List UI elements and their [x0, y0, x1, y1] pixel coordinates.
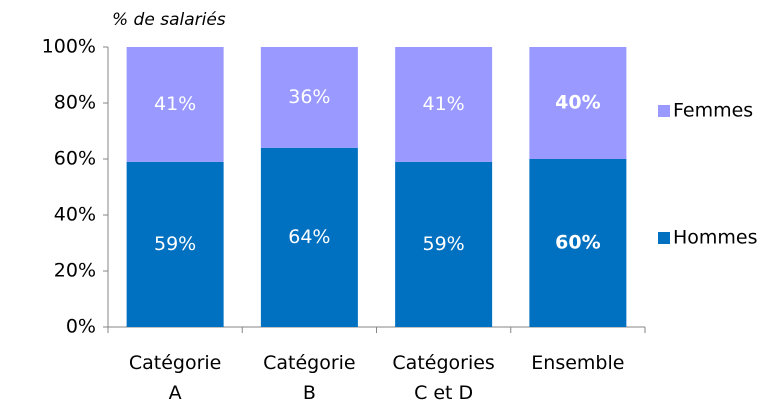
- legend-swatch: [658, 105, 670, 117]
- y-tick-label: 60%: [54, 148, 96, 170]
- legend-label: Femmes: [673, 100, 753, 122]
- legend-label: Hommes: [673, 227, 758, 249]
- data-label: 41%: [423, 93, 465, 115]
- bar-segment: [529, 159, 627, 327]
- x-tick-label: Ensemble: [531, 352, 624, 374]
- bar-segment: [395, 161, 493, 327]
- y-tick-label: 0%: [66, 316, 96, 338]
- data-label: 40%: [555, 92, 600, 114]
- y-axis-label: % de salariés: [112, 10, 226, 30]
- bar-segment: [260, 47, 358, 148]
- y-tick-label: 20%: [54, 260, 96, 282]
- bar-segment: [395, 47, 493, 162]
- y-tick-label: 40%: [54, 204, 96, 226]
- x-tick-label: Catégorie A: [129, 352, 222, 404]
- data-label: 41%: [154, 93, 196, 115]
- data-label: 60%: [555, 232, 600, 254]
- legend-swatch: [658, 232, 670, 244]
- bar-segment: [260, 147, 358, 327]
- data-label: 59%: [154, 233, 196, 255]
- bar-segment: [126, 47, 224, 162]
- y-tick-label: 80%: [54, 92, 96, 114]
- x-tick-label: Catégories C et D: [392, 352, 494, 404]
- data-label: 36%: [288, 86, 330, 108]
- data-label: 59%: [423, 233, 465, 255]
- bar-segment: [529, 47, 627, 159]
- bar-segment: [126, 161, 224, 327]
- y-tick-label: 100%: [42, 36, 96, 58]
- x-tick-label: Catégorie B: [263, 352, 356, 404]
- data-label: 64%: [288, 226, 330, 248]
